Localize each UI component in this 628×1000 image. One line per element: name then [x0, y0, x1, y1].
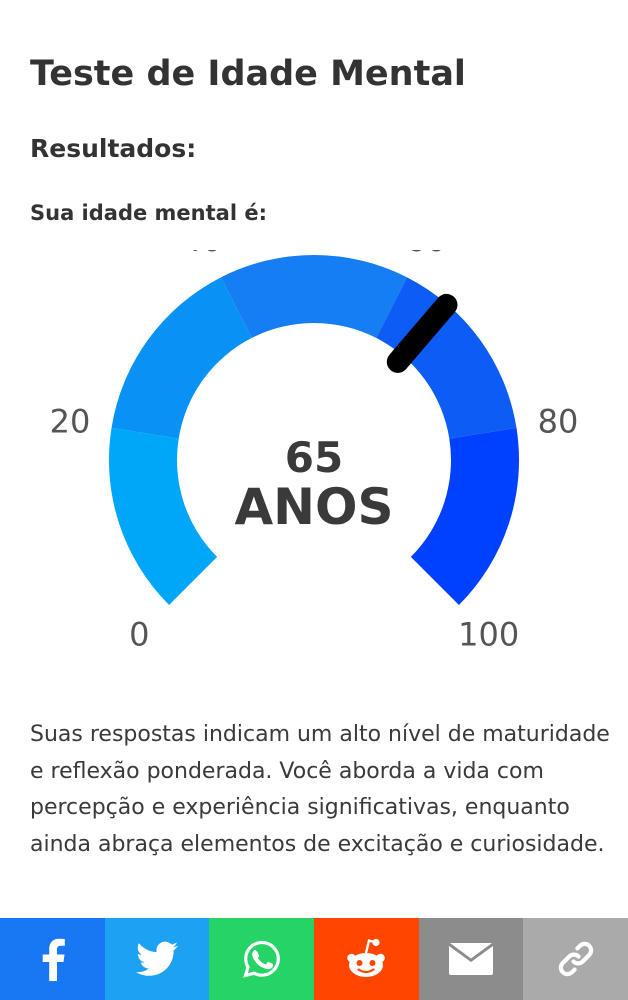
gauge-needle: [386, 293, 458, 373]
whatsapp-icon: [242, 940, 280, 978]
gauge-segment: [376, 277, 517, 439]
share-whatsapp-button[interactable]: [209, 918, 315, 1000]
email-icon: [449, 943, 494, 975]
share-twitter-button[interactable]: [104, 918, 210, 1000]
twitter-icon: [136, 941, 178, 976]
page-title: Teste de Idade Mental: [30, 54, 466, 94]
gauge-segment: [111, 277, 252, 439]
reddit-icon: [347, 938, 386, 977]
age-intro-text: Sua idade mental é:: [30, 201, 267, 225]
gauge-value: 65: [285, 433, 343, 482]
gauge-tick-labels: 0 20 40 60 80 100: [50, 250, 579, 654]
gauge-tick-label: 60: [406, 250, 447, 259]
gauge-tick-label: 80: [538, 402, 579, 440]
share-facebook-button[interactable]: [0, 918, 105, 1000]
share-link-button[interactable]: [523, 918, 628, 1000]
gauge-tick-label: 0: [129, 616, 149, 654]
gauge-tick-label: 100: [458, 616, 519, 654]
age-gauge: 0 20 40 60 80 100 65 ANOS: [50, 250, 579, 654]
gauge-tick-label: 20: [50, 402, 91, 440]
gauge-tick-label: 40: [182, 250, 223, 259]
share-email-button[interactable]: [418, 918, 524, 1000]
facebook-icon: [43, 938, 66, 981]
results-heading: Resultados:: [30, 134, 197, 163]
share-bar: [0, 918, 628, 1000]
gauge-segment: [410, 427, 519, 605]
gauge-segments: [108, 255, 519, 605]
gauge-unit: ANOS: [234, 478, 393, 536]
result-description: Suas respostas indicam um alto nível de …: [30, 722, 610, 857]
link-icon: [558, 941, 593, 977]
gauge-segment: [220, 255, 408, 338]
gauge-segment: [108, 427, 218, 605]
share-reddit-button[interactable]: [314, 918, 419, 1000]
